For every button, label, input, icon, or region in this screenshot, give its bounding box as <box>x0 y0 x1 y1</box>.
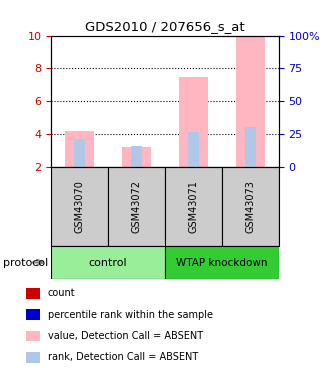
Bar <box>179 76 208 167</box>
Text: GSM43071: GSM43071 <box>188 180 198 232</box>
Bar <box>51 167 108 246</box>
Bar <box>26 288 40 299</box>
Bar <box>131 146 142 167</box>
Bar <box>245 127 255 167</box>
Text: GSM43072: GSM43072 <box>132 180 142 233</box>
Bar <box>165 246 279 279</box>
Bar <box>236 37 265 167</box>
Bar <box>65 131 94 167</box>
Text: GSM43070: GSM43070 <box>75 180 84 232</box>
Bar <box>165 167 222 246</box>
Bar <box>222 167 279 246</box>
Bar <box>108 167 165 246</box>
Bar <box>26 330 40 342</box>
Bar <box>122 147 151 167</box>
Text: WTAP knockdown: WTAP knockdown <box>176 258 268 267</box>
Text: value, Detection Call = ABSENT: value, Detection Call = ABSENT <box>48 331 203 341</box>
Bar <box>51 246 165 279</box>
Text: GSM43073: GSM43073 <box>246 180 255 232</box>
Title: GDS2010 / 207656_s_at: GDS2010 / 207656_s_at <box>85 20 245 33</box>
Text: count: count <box>48 288 75 298</box>
Text: percentile rank within the sample: percentile rank within the sample <box>48 310 213 320</box>
Text: control: control <box>89 258 127 267</box>
Bar <box>188 132 199 167</box>
Text: rank, Detection Call = ABSENT: rank, Detection Call = ABSENT <box>48 352 198 362</box>
Bar <box>26 352 40 363</box>
Bar <box>75 139 85 167</box>
Bar <box>26 309 40 320</box>
Text: protocol: protocol <box>3 258 49 267</box>
